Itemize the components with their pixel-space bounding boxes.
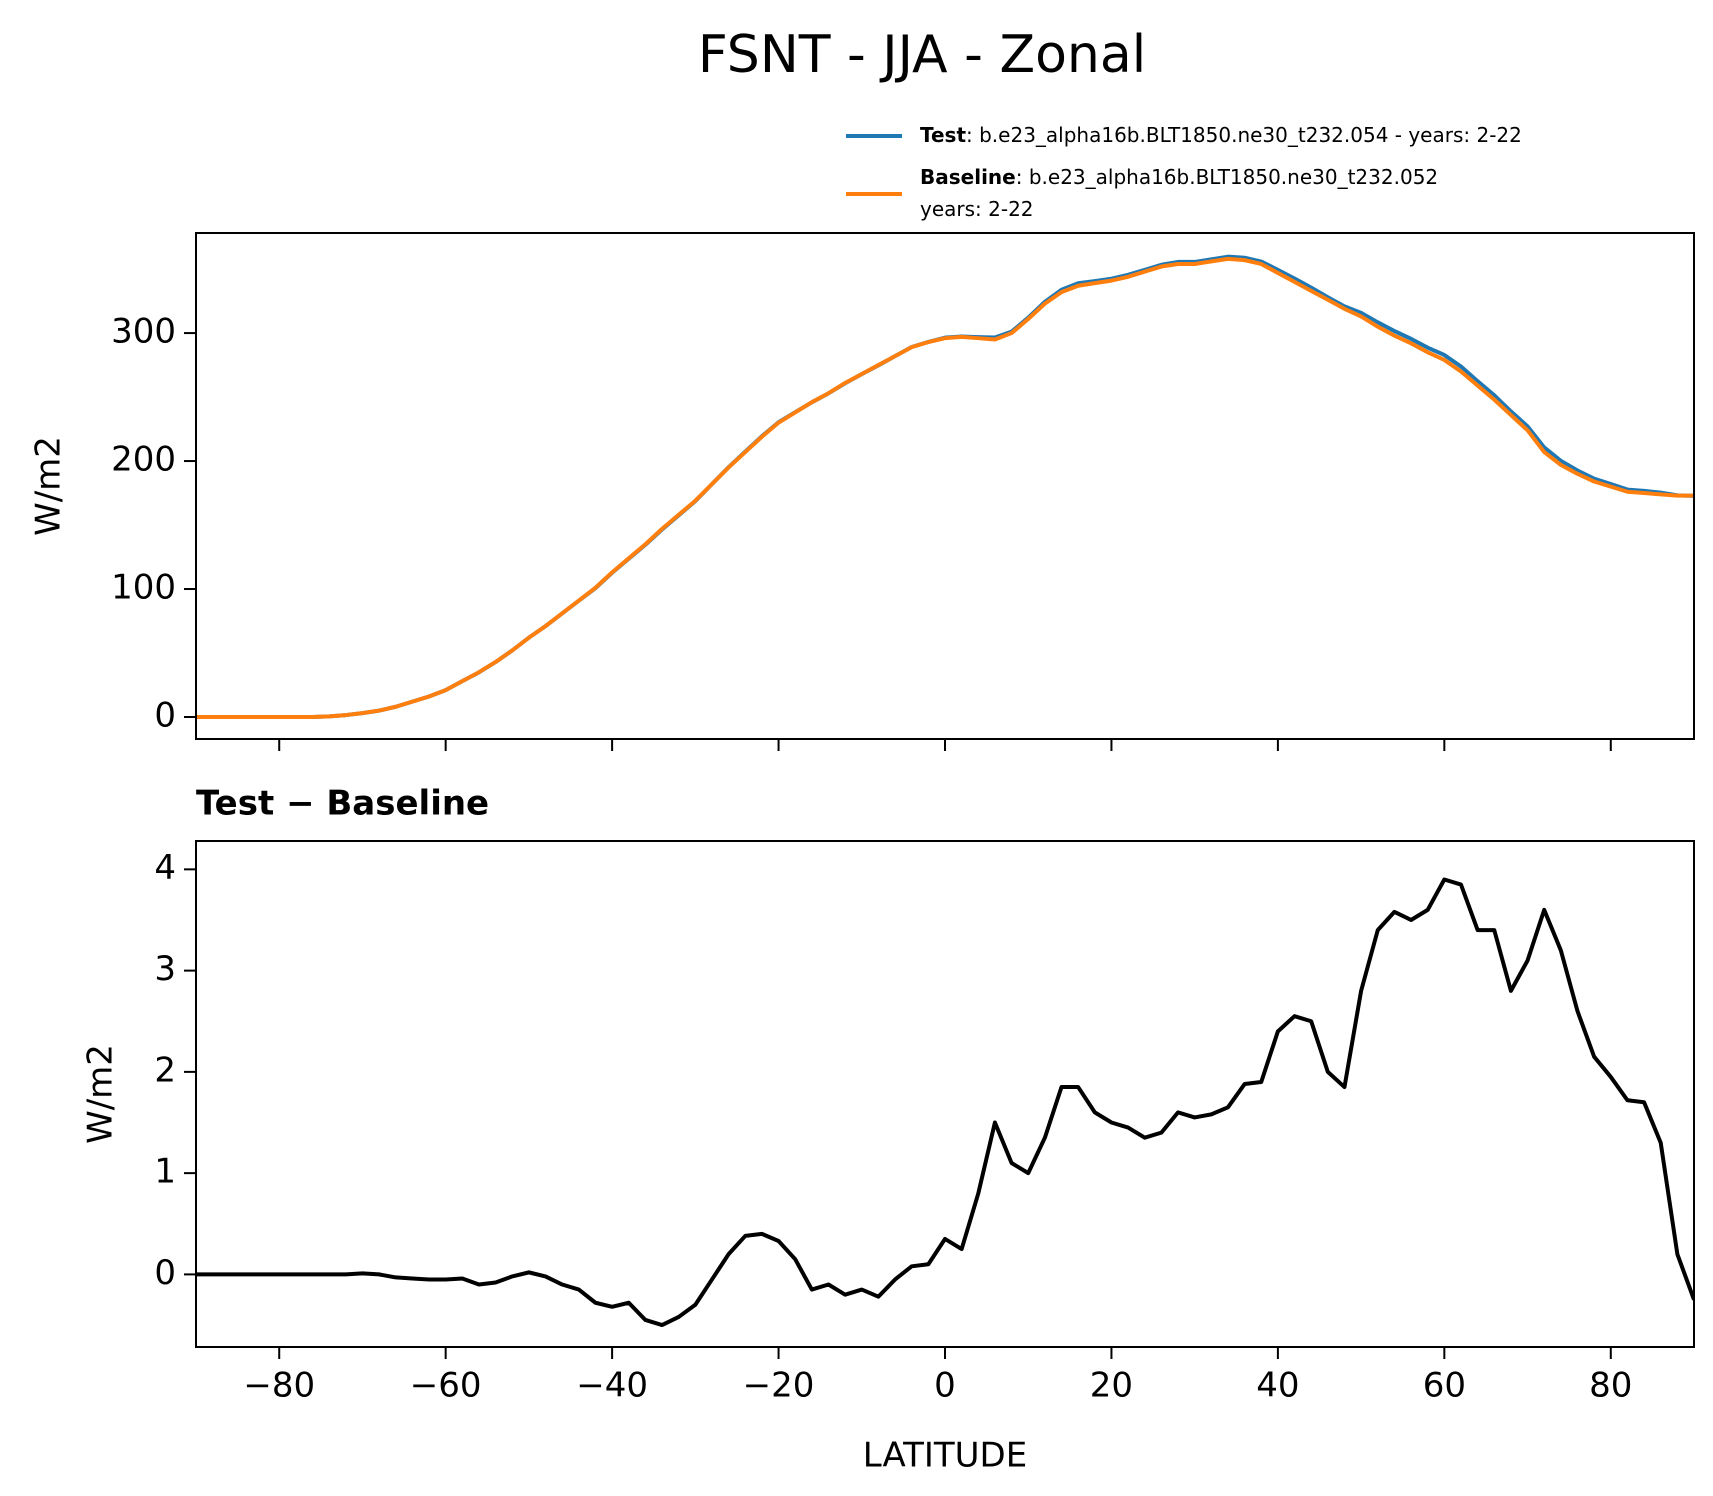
x-tick-label: 20 (1090, 1366, 1133, 1406)
data-line (196, 877, 1694, 1328)
legend-description: : b.e23_alpha16b.BLT1850.ne30_t232.052 (1016, 165, 1438, 189)
legend-name: Test (920, 123, 966, 147)
legend-label: Test: b.e23_alpha16b.BLT1850.ne30_t232.0… (920, 123, 1522, 147)
plot-area (196, 877, 1694, 1328)
y-tick-label: 0 (154, 1253, 176, 1293)
y-tick-label: 0 (154, 695, 176, 735)
x-tick-label: 40 (1256, 1366, 1299, 1406)
y-tick-label: 2 (154, 1050, 176, 1090)
y-tick-label: 3 (154, 949, 176, 989)
x-tick-label: −60 (410, 1366, 482, 1406)
y-tick-label: 300 (111, 312, 176, 352)
subplot-title: Test − Baseline (196, 784, 489, 824)
y-axis-label: W/m2 (29, 436, 69, 536)
data-line (196, 256, 1694, 719)
legend-description: : b.e23_alpha16b.BLT1850.ne30_t232.054 -… (966, 123, 1522, 147)
axes-frame (195, 840, 1695, 1348)
x-tick-label: 60 (1423, 1366, 1466, 1406)
figure-title: FSNT - JJA - Zonal (698, 25, 1146, 85)
x-tick-label: −80 (243, 1366, 315, 1406)
plot-area (196, 254, 1694, 719)
x-tick-label: −40 (576, 1366, 648, 1406)
axes-frame (195, 232, 1695, 740)
legend-label: Baseline: b.e23_alpha16b.BLT1850.ne30_t2… (920, 165, 1438, 189)
y-tick-label: 100 (111, 568, 176, 608)
y-tick-label: 4 (154, 848, 176, 888)
x-axis-label: LATITUDE (863, 1436, 1027, 1476)
y-tick-label: 1 (154, 1152, 176, 1192)
legend-label: years: 2-22 (920, 197, 1034, 221)
legend-name: Baseline (920, 165, 1016, 189)
y-axis-label: W/m2 (81, 1044, 121, 1144)
x-tick-label: 0 (934, 1366, 956, 1406)
x-tick-label: 80 (1589, 1366, 1632, 1406)
y-tick-label: 200 (111, 440, 176, 480)
x-tick-label: −20 (743, 1366, 815, 1406)
legend-description: years: 2-22 (920, 197, 1034, 221)
